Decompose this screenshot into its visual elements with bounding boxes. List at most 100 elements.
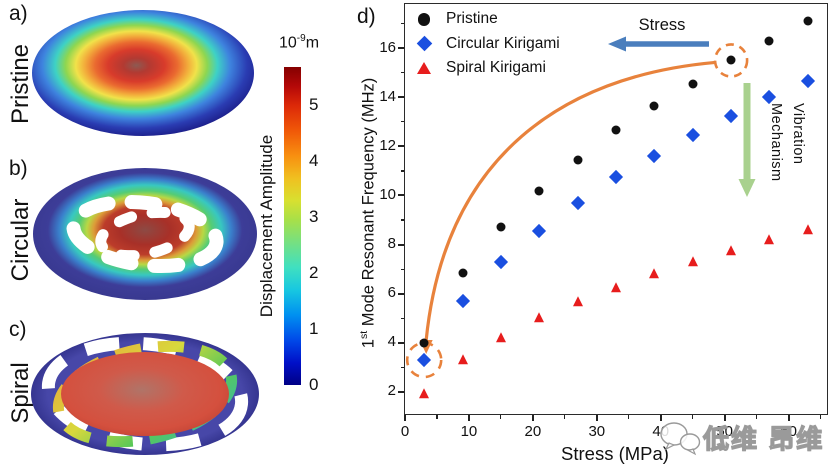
circular-kirigami-data-point bbox=[455, 293, 470, 309]
colorbar-tick-label: 3 bbox=[309, 207, 319, 227]
pristine-data-point bbox=[419, 338, 429, 348]
x-tick-label: 60 bbox=[780, 423, 797, 440]
spiral-kirigami-data-point bbox=[495, 332, 506, 343]
stress-annotation-label: Stress bbox=[638, 16, 686, 34]
colorbar-tick-label: 1 bbox=[309, 319, 319, 338]
y-minor-tick-mark bbox=[400, 268, 404, 270]
y-tick-label: 6 bbox=[387, 284, 396, 302]
spiral-kirigami-data-point bbox=[534, 312, 545, 323]
y-tick-mark bbox=[398, 194, 404, 197]
panel-b-letter: b) bbox=[9, 157, 28, 180]
x-tick-mark bbox=[404, 415, 406, 421]
x-minor-tick-mark bbox=[692, 415, 694, 419]
y-minor-tick-mark bbox=[400, 72, 404, 74]
watermark: 低维 昂维 bbox=[659, 419, 824, 456]
y-tick-mark bbox=[398, 390, 404, 393]
x-tick-label: 30 bbox=[588, 423, 606, 440]
wechat-bubbles-icon bbox=[660, 421, 701, 455]
colorbar-axis-label: Displacement Amplitude bbox=[257, 134, 276, 318]
x-tick-mark bbox=[467, 415, 470, 421]
legend-marker-box bbox=[411, 35, 437, 52]
colorbar-tick-label: 2 bbox=[309, 263, 319, 283]
y-minor-tick-mark bbox=[400, 170, 404, 172]
y-tick-label: 16 bbox=[379, 38, 396, 56]
y-minor-tick-mark bbox=[400, 23, 404, 25]
x-minor-tick-mark bbox=[628, 415, 630, 419]
x-axis-title: Stress (MPa) bbox=[561, 443, 669, 464]
x-minor-tick-mark bbox=[436, 415, 438, 419]
x-tick-label: 10 bbox=[460, 423, 478, 440]
y-tick-mark bbox=[398, 292, 404, 295]
y-minor-tick-mark bbox=[400, 219, 404, 221]
colorbar-tick-label: 5 bbox=[309, 95, 319, 115]
colorbar bbox=[284, 67, 301, 385]
x-tick-mark bbox=[787, 415, 790, 421]
x-minor-tick-mark bbox=[756, 415, 758, 419]
circular-kirigami-diamond-marker-icon bbox=[416, 35, 432, 52]
panel-c-letter: c) bbox=[9, 318, 27, 341]
y-minor-tick-mark bbox=[400, 317, 404, 319]
pristine-data-point bbox=[726, 55, 736, 65]
spiral-kirigami-data-point bbox=[419, 388, 430, 399]
pristine-data-point bbox=[688, 79, 698, 89]
spiral-kirigami-data-point bbox=[687, 255, 698, 266]
spiral-kirigami-data-point bbox=[457, 354, 468, 365]
pristine-circle-marker-icon bbox=[417, 13, 431, 26]
y-tick-label: 4 bbox=[387, 333, 396, 351]
pristine-data-point bbox=[458, 268, 468, 278]
circular-kirigami-data-point bbox=[724, 108, 739, 123]
spiral-kirigami-disk-simulation-image bbox=[31, 333, 259, 455]
circular-kirigami-data-point bbox=[570, 195, 585, 210]
circular-kirigami-data-point bbox=[493, 254, 508, 269]
circular-kirigami-data-point bbox=[685, 128, 700, 143]
colorbar-unit-title: 10-9m bbox=[278, 33, 320, 52]
y-tick-label: 14 bbox=[379, 87, 396, 105]
x-tick-mark bbox=[595, 415, 598, 421]
spiral-kirigami-data-point bbox=[802, 224, 813, 235]
pristine-data-point bbox=[764, 36, 774, 46]
spiral-kirigami-data-point bbox=[572, 296, 583, 307]
pristine-disk-simulation-image bbox=[32, 10, 254, 136]
pristine-data-point bbox=[534, 186, 544, 196]
y-axis-title: 1st Mode Resonant Frequency (MHz) bbox=[357, 77, 378, 349]
y-tick-mark bbox=[398, 243, 404, 246]
legend-item-spiral-kirigami: Spiral Kirigami bbox=[411, 56, 560, 81]
watermark-text: 低维 昂维 bbox=[702, 423, 825, 454]
x-tick-mark bbox=[659, 415, 662, 421]
x-minor-tick-mark bbox=[820, 415, 822, 419]
y-tick-label: 8 bbox=[387, 235, 396, 253]
panel-a-letter: a) bbox=[9, 2, 28, 25]
circular-kirigami-data-point bbox=[532, 224, 547, 239]
colorbar-tick-label: 0 bbox=[309, 375, 319, 394]
y-tick-mark bbox=[398, 341, 404, 344]
y-tick-label: 10 bbox=[379, 185, 396, 203]
pristine-data-point bbox=[803, 16, 813, 26]
x-tick-label: 20 bbox=[524, 423, 542, 440]
spiral-kirigami-data-point bbox=[611, 281, 621, 292]
y-tick-mark bbox=[398, 96, 404, 99]
pristine-data-point bbox=[573, 155, 583, 165]
legend-label-pristine: Pristine bbox=[446, 10, 498, 28]
spiral-kirigami-data-point bbox=[726, 244, 737, 255]
circular-kirigami-data-point bbox=[417, 352, 432, 368]
y-tick-mark bbox=[398, 145, 404, 148]
x-tick-mark bbox=[531, 415, 534, 421]
pristine-data-point bbox=[649, 101, 659, 111]
panel-d-letter: d) bbox=[357, 5, 376, 28]
legend-label-circular-kirigami: Circular Kirigami bbox=[446, 34, 560, 52]
x-tick-mark bbox=[723, 415, 726, 421]
y-tick-mark bbox=[398, 47, 404, 50]
pristine-data-point bbox=[611, 125, 621, 135]
y-tick-label: 2 bbox=[387, 382, 396, 400]
panel-b-side-label: Circular bbox=[7, 198, 34, 282]
circular-kirigami-disk-simulation-image bbox=[33, 168, 257, 300]
legend-marker-box bbox=[411, 13, 437, 26]
mechanism-label-line: Mechanism bbox=[768, 103, 784, 182]
pristine-data-point bbox=[496, 222, 506, 232]
x-tick-label: 50 bbox=[716, 423, 734, 440]
colorbar-tick-label: 4 bbox=[309, 151, 319, 171]
x-minor-tick-mark bbox=[564, 415, 566, 419]
chart-legend: Pristine Circular Kirigami Spiral Kiriga… bbox=[411, 7, 560, 81]
x-minor-tick-mark bbox=[500, 415, 502, 419]
